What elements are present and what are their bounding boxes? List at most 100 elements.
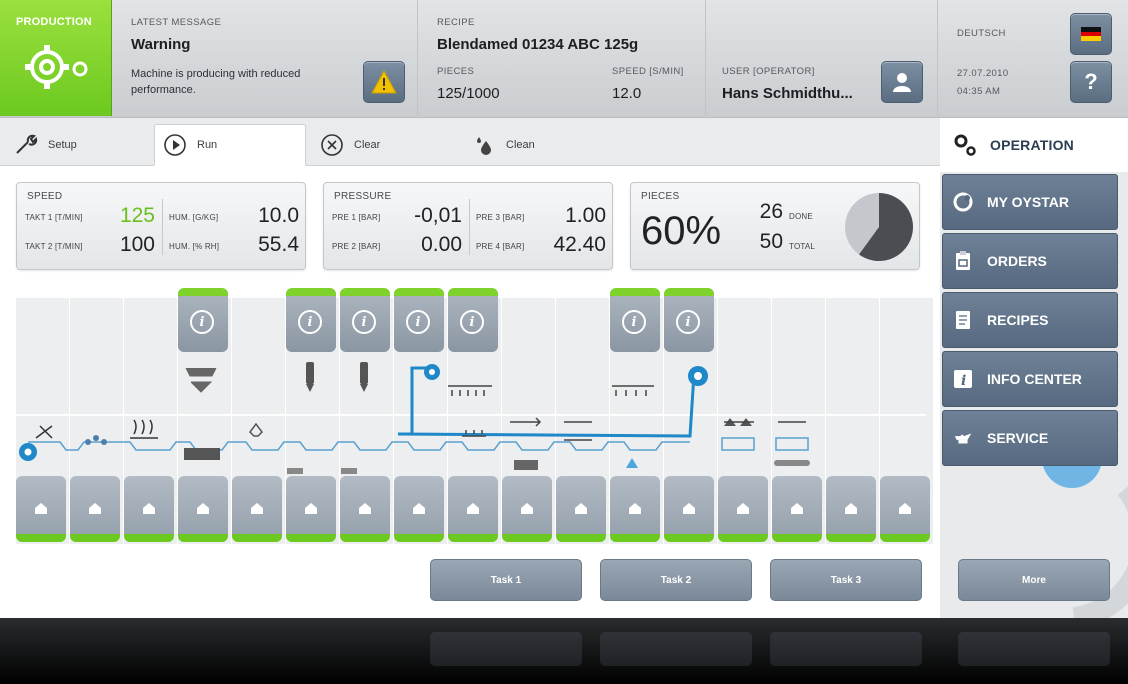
tab-clean-label: Clean: [506, 139, 535, 151]
production-status-tile[interactable]: PRODUCTION: [0, 0, 112, 116]
station-status-button[interactable]: [70, 476, 120, 542]
orders-icon: [953, 251, 973, 271]
station-icon: [305, 503, 317, 514]
roller-icon: [85, 439, 91, 445]
lidding-foil-line: [397, 366, 696, 438]
settings-gears-icon: [954, 134, 976, 156]
hum1-value: 10.0: [258, 204, 299, 227]
info-icon: i: [406, 310, 430, 334]
station-status-button[interactable]: [448, 476, 498, 542]
nav-info-center[interactable]: i INFO CENTER: [942, 351, 1118, 407]
main-area: SPEED TAKT 1 [T/MIN] 125 TAKT 2 [T/MIN] …: [0, 166, 940, 618]
clear-x-icon: [321, 134, 343, 156]
nav-recipes[interactable]: RECIPES: [942, 292, 1118, 348]
reflection-shape: [600, 632, 752, 666]
pie-done: [859, 193, 913, 261]
station-status-button[interactable]: [718, 476, 768, 542]
station-status-button[interactable]: [556, 476, 606, 542]
oil-can-icon: [953, 428, 973, 448]
station-icon: [197, 503, 209, 514]
station-status-button[interactable]: [16, 476, 66, 542]
process-diagram: [16, 362, 926, 474]
station-status-button[interactable]: [340, 476, 390, 542]
station-icon: [737, 503, 749, 514]
station-status-button[interactable]: [178, 476, 228, 542]
station-info-button[interactable]: i: [178, 288, 228, 352]
warning-button[interactable]: [363, 61, 405, 103]
task-2-button[interactable]: Task 2: [600, 559, 752, 601]
station-status-button[interactable]: [664, 476, 714, 542]
nav-orders-label: ORDERS: [987, 253, 1047, 269]
tab-clean[interactable]: Clean: [464, 124, 604, 166]
reflection-shape: [770, 632, 922, 666]
takt1-value: 125: [119, 204, 155, 227]
station-icon: [791, 503, 803, 514]
speed-panel: SPEED TAKT 1 [T/MIN] 125 TAKT 2 [T/MIN] …: [16, 182, 306, 270]
takt1-label: TAKT 1 [T/MIN]: [25, 213, 83, 222]
roller-icon: [101, 439, 107, 445]
station-info-button[interactable]: i: [664, 288, 714, 352]
language-label: DEUTSCH: [957, 28, 1006, 39]
user-value: Hans Schmidthu...: [722, 85, 853, 102]
recipe-value: Blendamed 01234 ABC 125g: [437, 36, 639, 53]
tab-run[interactable]: Run: [154, 124, 306, 166]
date-label: 27.07.2010: [957, 68, 1009, 79]
speed-panel-title: SPEED: [27, 191, 63, 202]
station-icon: [89, 503, 101, 514]
station-status-button[interactable]: [826, 476, 876, 542]
operation-header: OPERATION: [940, 118, 1128, 172]
nav-orders[interactable]: ORDERS: [942, 233, 1118, 289]
help-button[interactable]: ?: [1070, 61, 1112, 103]
info-icon: i: [676, 310, 700, 334]
pressure-panel: PRESSURE PRE 1 [BAR] -0,01 PRE 2 [BAR] 0…: [323, 182, 613, 270]
station-icon: [575, 503, 587, 514]
info-icon: i: [622, 310, 646, 334]
blister-pocket-icon: [721, 437, 755, 451]
user-label: USER [OPERATOR]: [722, 66, 815, 77]
pieces-done-label: DONE: [789, 212, 813, 221]
nav-service[interactable]: SERVICE: [942, 410, 1118, 466]
german-flag-icon: [1081, 27, 1101, 41]
station-status-button[interactable]: [124, 476, 174, 542]
more-button[interactable]: More: [958, 559, 1110, 601]
station-status-button[interactable]: [394, 476, 444, 542]
user-button[interactable]: [881, 61, 923, 103]
tab-clear[interactable]: Clear: [312, 124, 452, 166]
info-icon: i: [298, 310, 322, 334]
pieces-total-value: 50: [759, 230, 783, 253]
station-status-button[interactable]: [772, 476, 822, 542]
language-button[interactable]: [1070, 13, 1112, 55]
task-3-button[interactable]: Task 3: [770, 559, 922, 601]
station-status-button[interactable]: [232, 476, 282, 542]
station-status-button[interactable]: [286, 476, 336, 542]
station-info-button[interactable]: i: [340, 288, 390, 352]
station-icon: [143, 503, 155, 514]
roller-icon: [93, 435, 99, 441]
header-bar: PRODUCTION LATEST MESSAGE Warning Machin…: [0, 0, 1128, 118]
station-info-button[interactable]: i: [394, 288, 444, 352]
forming-die-icon: [184, 448, 220, 460]
gears-icon: [25, 45, 88, 89]
speed-divider: [162, 199, 163, 255]
station-info-button[interactable]: i: [448, 288, 498, 352]
station-status-button[interactable]: [502, 476, 552, 542]
nav-my-oystar[interactable]: MY OYSTAR: [942, 174, 1118, 230]
station-status-button[interactable]: [880, 476, 930, 542]
heater-plate-icon: [462, 430, 486, 437]
blister-web-line: [28, 441, 690, 451]
takt2-value: 100: [119, 233, 155, 256]
pieces-panel: PIECES 60% 26 DONE 50 TOTAL: [630, 182, 920, 270]
station-status-button[interactable]: [610, 476, 660, 542]
watermark-arc: [1072, 486, 1128, 618]
station-info-button[interactable]: i: [286, 288, 336, 352]
station-info-button[interactable]: i: [610, 288, 660, 352]
foil-reel-2-hub: [694, 372, 702, 380]
pick-and-place-icon: [724, 418, 752, 426]
takt2-label: TAKT 2 [T/MIN]: [25, 242, 83, 251]
station-icon: [629, 503, 641, 514]
reflection-shape: [958, 632, 1110, 666]
tab-setup[interactable]: Setup: [6, 124, 146, 166]
pressure-divider: [469, 199, 470, 255]
task-1-button[interactable]: Task 1: [430, 559, 582, 601]
hum1-label: HUM. [G/KG]: [169, 213, 219, 222]
